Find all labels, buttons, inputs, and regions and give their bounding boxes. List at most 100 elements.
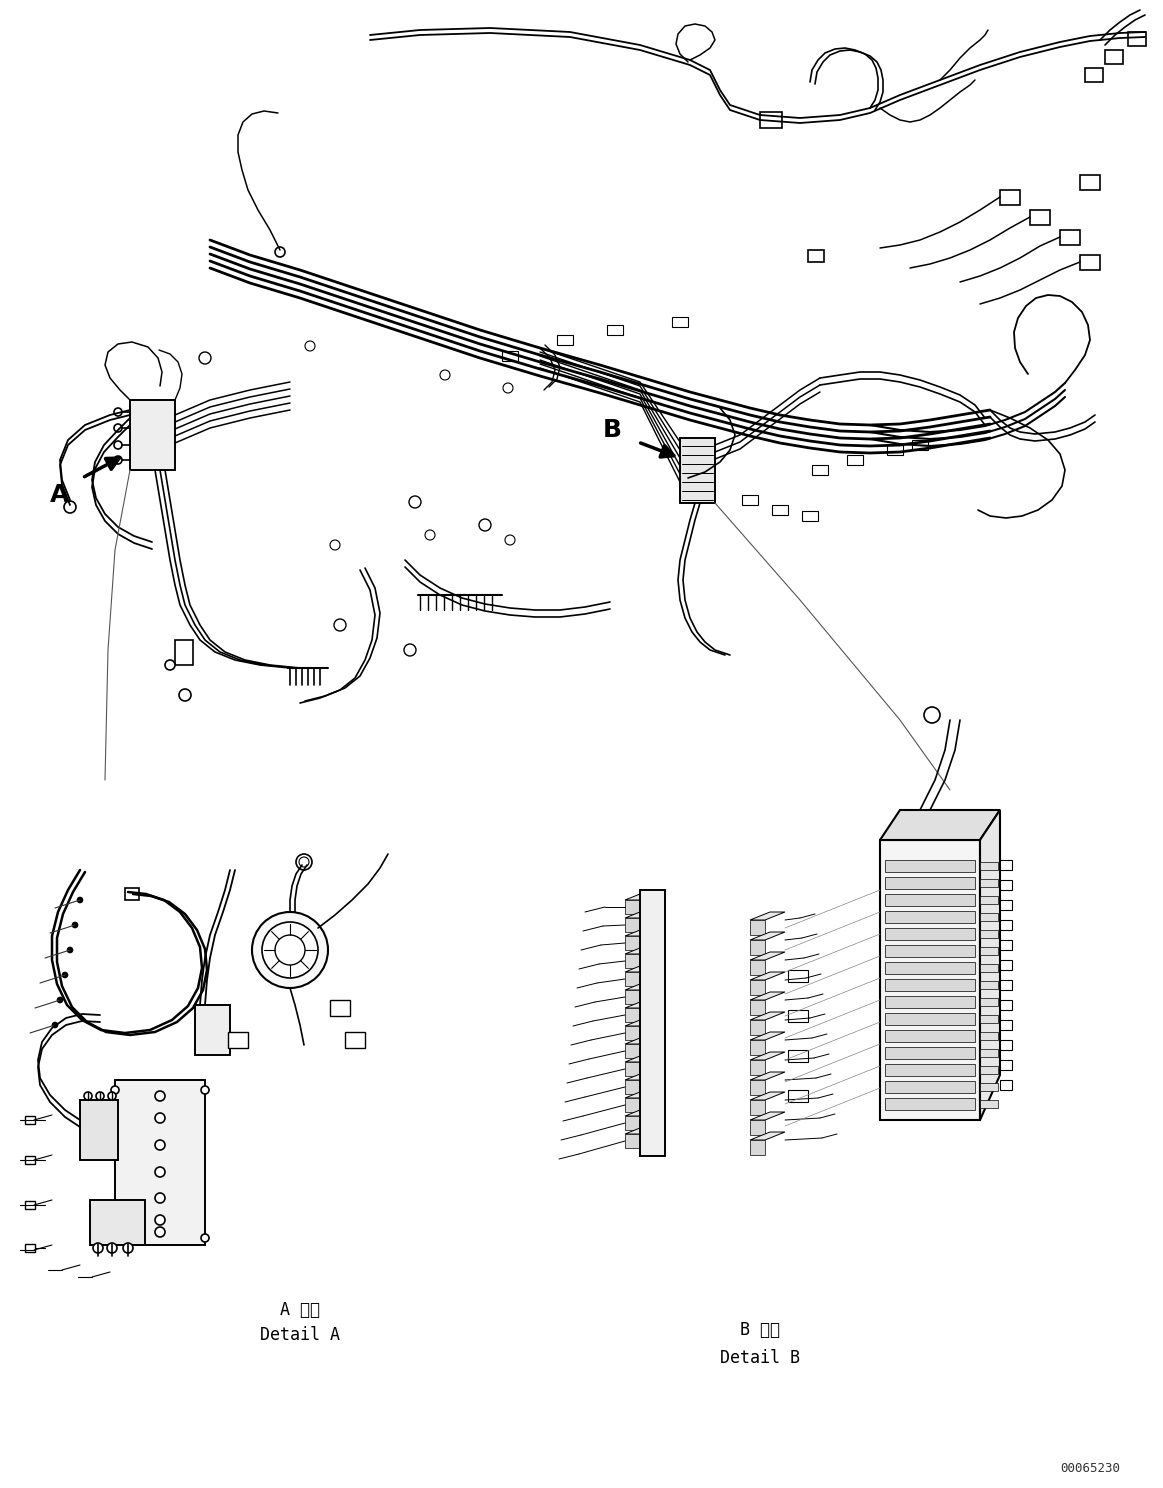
- Text: Detail B: Detail B: [720, 1350, 800, 1367]
- Bar: [24, 1201, 35, 1208]
- Circle shape: [330, 540, 340, 551]
- Bar: [885, 1080, 975, 1094]
- Bar: [1080, 176, 1100, 190]
- Polygon shape: [880, 809, 1000, 841]
- Bar: [772, 504, 789, 515]
- Polygon shape: [750, 940, 765, 955]
- Bar: [885, 876, 975, 888]
- Bar: [1000, 879, 1012, 890]
- Circle shape: [64, 501, 76, 513]
- Bar: [1000, 1080, 1012, 1091]
- Polygon shape: [750, 992, 785, 1000]
- Polygon shape: [625, 972, 640, 987]
- Bar: [115, 1080, 205, 1245]
- Polygon shape: [750, 1059, 765, 1074]
- Bar: [607, 324, 623, 335]
- Polygon shape: [750, 1100, 765, 1115]
- Polygon shape: [625, 1091, 659, 1098]
- Polygon shape: [625, 1109, 659, 1116]
- Polygon shape: [750, 1033, 785, 1040]
- Circle shape: [155, 1113, 165, 1123]
- Circle shape: [155, 1216, 165, 1225]
- Bar: [345, 1033, 365, 1048]
- Bar: [1000, 981, 1012, 990]
- Bar: [885, 860, 975, 872]
- Bar: [1000, 920, 1012, 930]
- Bar: [1000, 1040, 1012, 1051]
- Bar: [812, 466, 828, 475]
- Bar: [980, 930, 998, 937]
- Polygon shape: [625, 1018, 659, 1027]
- Bar: [980, 1083, 998, 1091]
- Circle shape: [123, 1242, 133, 1253]
- Bar: [885, 995, 975, 1007]
- Circle shape: [252, 912, 328, 988]
- Polygon shape: [625, 1126, 659, 1134]
- Polygon shape: [625, 1007, 640, 1022]
- Polygon shape: [625, 936, 640, 949]
- Circle shape: [201, 1234, 209, 1242]
- Bar: [195, 1004, 230, 1055]
- Bar: [880, 841, 980, 1120]
- Circle shape: [107, 1242, 117, 1253]
- Circle shape: [114, 408, 122, 417]
- Bar: [130, 400, 174, 470]
- Circle shape: [274, 247, 285, 257]
- Bar: [1000, 1019, 1012, 1030]
- Bar: [980, 946, 998, 955]
- Bar: [885, 963, 975, 975]
- Circle shape: [114, 440, 122, 449]
- Bar: [742, 496, 758, 504]
- Text: B 詳細: B 詳細: [740, 1321, 780, 1339]
- Polygon shape: [750, 1052, 785, 1059]
- Circle shape: [84, 1092, 92, 1100]
- Bar: [980, 981, 998, 990]
- Bar: [759, 112, 782, 128]
- Bar: [557, 335, 573, 345]
- Circle shape: [505, 536, 515, 545]
- Bar: [789, 1010, 808, 1022]
- Bar: [912, 440, 928, 449]
- Polygon shape: [750, 972, 785, 981]
- Bar: [195, 1004, 230, 1055]
- Bar: [640, 890, 665, 1156]
- Circle shape: [440, 371, 450, 379]
- Polygon shape: [750, 1019, 765, 1036]
- Circle shape: [165, 661, 174, 670]
- Circle shape: [62, 972, 67, 978]
- Bar: [980, 1065, 998, 1074]
- Circle shape: [334, 619, 347, 631]
- Bar: [980, 1015, 998, 1024]
- Bar: [80, 1100, 117, 1161]
- Polygon shape: [625, 1027, 640, 1040]
- Circle shape: [108, 1092, 116, 1100]
- Polygon shape: [625, 964, 659, 972]
- Circle shape: [504, 382, 513, 393]
- Polygon shape: [625, 954, 640, 969]
- Polygon shape: [750, 1012, 785, 1019]
- Bar: [885, 929, 975, 940]
- Bar: [980, 1033, 998, 1040]
- Bar: [847, 455, 863, 466]
- Bar: [802, 510, 818, 521]
- Bar: [1105, 51, 1123, 64]
- Polygon shape: [625, 891, 659, 900]
- Circle shape: [179, 689, 191, 701]
- Bar: [885, 911, 975, 923]
- Circle shape: [77, 897, 83, 903]
- Text: 00065230: 00065230: [1059, 1461, 1120, 1475]
- Circle shape: [923, 707, 940, 723]
- Bar: [502, 351, 518, 362]
- Polygon shape: [625, 1098, 640, 1112]
- Bar: [885, 1098, 975, 1110]
- Bar: [1080, 254, 1100, 269]
- Bar: [24, 1244, 35, 1251]
- Circle shape: [409, 496, 421, 507]
- Bar: [789, 1051, 808, 1062]
- Circle shape: [155, 1167, 165, 1177]
- Polygon shape: [625, 1080, 640, 1094]
- Polygon shape: [750, 931, 785, 940]
- Circle shape: [114, 424, 122, 432]
- Circle shape: [97, 1092, 104, 1100]
- Bar: [980, 879, 998, 887]
